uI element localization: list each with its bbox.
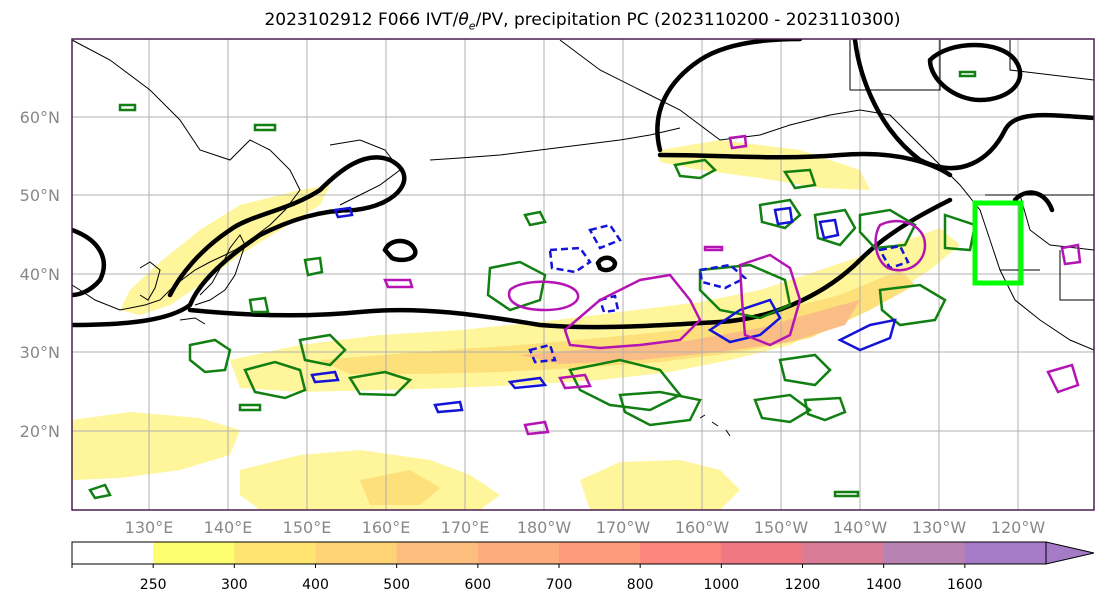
colorbar-segment	[721, 542, 803, 564]
lat-label: 20°N	[20, 422, 60, 441]
colorbar-segment	[234, 542, 316, 564]
colorbar-segment	[559, 542, 641, 564]
colorbar-tick-label: 600	[464, 577, 491, 593]
colorbar-segment	[640, 542, 722, 564]
colorbar: 250 300 400 500 600 700 800 1000 1200 1400 1600	[72, 542, 1094, 593]
lon-label: 120°W	[991, 518, 1046, 537]
lon-label: 150°E	[283, 518, 332, 537]
colorbar-tick-label: 1600	[947, 577, 983, 593]
colorbar-tick-label: 1200	[785, 577, 821, 593]
lon-label: 160°W	[675, 518, 730, 537]
colorbar-tick-label: 1400	[866, 577, 902, 593]
colorbar-tick-label: 250	[140, 577, 167, 593]
lon-label: 160°E	[362, 518, 411, 537]
lat-labels: 60°N 50°N 40°N 30°N 20°N	[20, 108, 60, 441]
colorbar-segment	[72, 542, 154, 564]
colorbar-segment	[803, 542, 885, 564]
lat-label: 50°N	[20, 186, 60, 205]
colorbar-tick-label: 400	[302, 577, 329, 593]
colorbar-tick-label: 800	[627, 577, 654, 593]
lon-label: 180°W	[517, 518, 572, 537]
colorbar-segment	[478, 542, 560, 564]
colorbar-segment	[884, 542, 966, 564]
colorbar-segment	[397, 542, 479, 564]
lon-label: 170°E	[441, 518, 490, 537]
colorbar-segment	[153, 542, 235, 564]
lat-label: 40°N	[20, 265, 60, 284]
colorbar-tick-label: 500	[383, 577, 410, 593]
lon-label: 170°W	[596, 518, 651, 537]
colorbar-tick-label: 1000	[704, 577, 740, 593]
colorbar-tick-label: 300	[221, 577, 248, 593]
colorbar-segment	[316, 542, 398, 564]
lat-label: 30°N	[20, 343, 60, 362]
lon-label: 150°W	[754, 518, 809, 537]
lon-label: 140°E	[204, 518, 253, 537]
colorbar-tick-label: 700	[546, 577, 573, 593]
colorbar-extend-arrow	[1046, 542, 1094, 564]
colorbar-segment	[965, 542, 1047, 564]
lon-labels: 130°E 140°E 150°E 160°E 170°E 180°W 170°W 160°W…	[125, 518, 1046, 537]
lon-label: 140°W	[833, 518, 888, 537]
map-panel	[72, 39, 1094, 510]
lat-label: 60°N	[20, 108, 60, 127]
lon-label: 130°W	[912, 518, 967, 537]
lon-label: 130°E	[125, 518, 174, 537]
